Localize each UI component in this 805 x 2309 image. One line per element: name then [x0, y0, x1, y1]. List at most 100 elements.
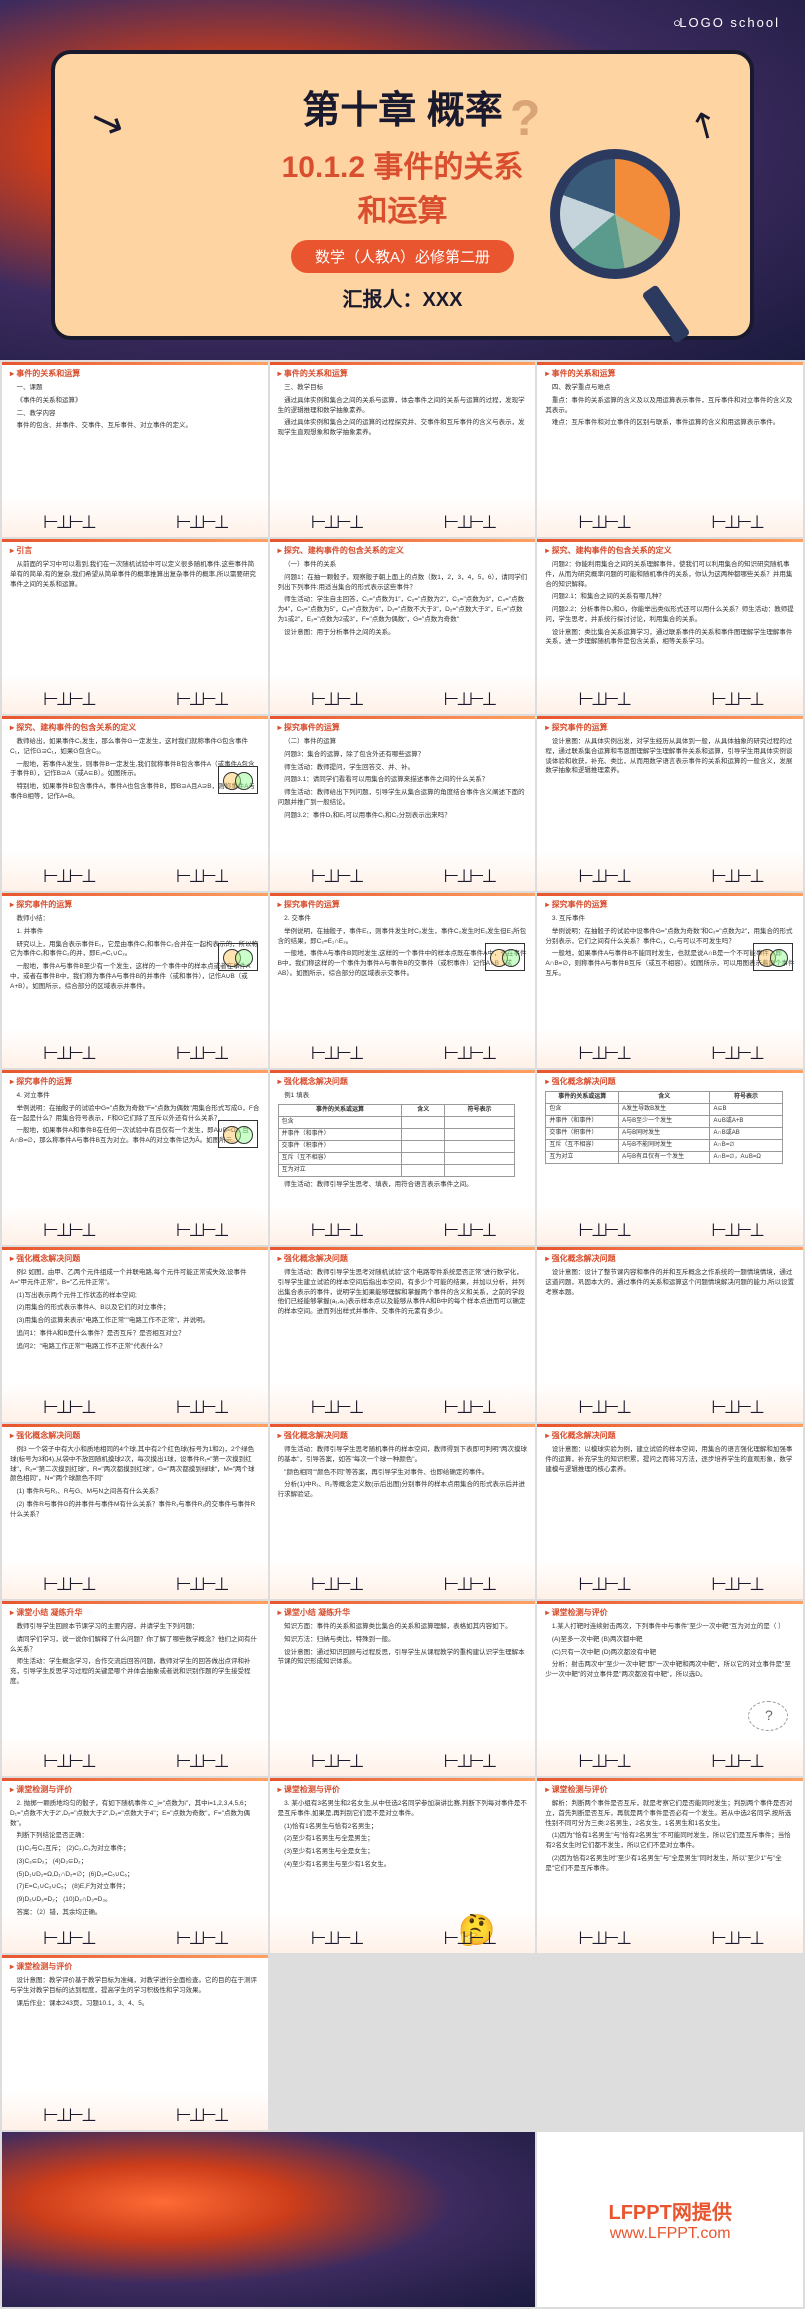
desk-decoration: ⊢⊥⊢⊥⊢⊥⊢⊥	[270, 1559, 536, 1599]
desk-decoration: ⊢⊥⊢⊥⊢⊥⊢⊥	[270, 1205, 536, 1245]
slide-title: 探究事件的运算	[278, 722, 528, 733]
desk-decoration: ⊢⊥⊢⊥⊢⊥⊢⊥	[2, 2090, 268, 2130]
slide-9: 探究事件的运算设计意图：从具体实例出发，对学生经历从具体到一般，从具体抽象的研究…	[537, 716, 803, 891]
slide-title: 探究、建构事件的包含关系的定义	[10, 722, 260, 733]
desk-decoration: ⊢⊥⊢⊥⊢⊥⊢⊥	[2, 851, 268, 891]
desk-decoration: ⊢⊥⊢⊥⊢⊥⊢⊥	[2, 1736, 268, 1776]
slide-23: 课堂小结 凝练升华知识方面：事件的关系和运算类比集合的关系和运算理解，表格如其内…	[270, 1601, 536, 1776]
slide-body: 例2 如图，由甲、乙两个元件组成一个并联电路,每个元件可能正常或失效,设事件A=…	[10, 1268, 260, 1351]
slide-body: 从前面的学习中可以看到,我们在一次随机试验中可以定义很多随机事件,这些事件简单有…	[10, 560, 260, 589]
slide-13: 探究事件的运算4. 对立事件举例说明：在抽骰子的试验中G="点数为奇数"F="点…	[2, 1070, 268, 1245]
slide-body: 1.某人打靶时连续射击两次，下列事件中与事件"至少一次中靶"互为对立的是（ ）(…	[545, 1622, 795, 1680]
slide-title: 探究事件的运算	[278, 899, 528, 910]
magnifier-icon	[550, 149, 700, 299]
desk-decoration: ⊢⊥⊢⊥⊢⊥⊢⊥	[537, 851, 803, 891]
desk-decoration: ⊢⊥⊢⊥⊢⊥⊢⊥	[2, 497, 268, 537]
venn-diagram-icon	[218, 943, 258, 971]
slide-body: 师生活动：教师引导学生思考对随机试验"这个电路零件系统是否正常"进行数学化，引导…	[278, 1268, 528, 1317]
closing-slide	[2, 2132, 535, 2307]
slide-title: 课堂检测与评价	[10, 1784, 260, 1795]
hero-section: LOGO school ↘ ? ↗ 第十章 概率 10.1.2 事件的关系 和运…	[0, 0, 805, 360]
slide-body: 三、教学目标通过具体实例和集合之间的关系与运算，体会事件之间的关系与运算的过程，…	[278, 383, 528, 438]
chapter-title: 第十章 概率	[85, 79, 721, 134]
slide-27: 课堂检测与评价解析：判断两个事件是否互斥，就是考察它们是否能同时发生；判别两个事…	[537, 1778, 803, 1953]
slide-body: 师生活动：教师引导学生思考随机事件的样本空间，教师得到下表即可判明"两次摸球的基…	[278, 1445, 528, 1500]
slide-body: 例1 填表事件的关系或运算含义符号表示包含并事件（和事件）交事件（积事件）互斥（…	[278, 1091, 528, 1190]
slide-24: 课堂检测与评价 1.某人打靶时连续射击两次，下列事件中与事件"至少一次中靶"互为对…	[537, 1601, 803, 1776]
slide-body: 解析：判断两个事件是否互斥，就是考察它们是否能同时发生；判别两个事件是否对立，首…	[545, 1799, 795, 1873]
slide-6: 探究、建构事件的包含关系的定义问题2：你能利用集合之间的关系理解事件，使我们可以…	[537, 539, 803, 714]
desk-decoration: ⊢⊥⊢⊥⊢⊥⊢⊥	[270, 1028, 536, 1068]
desk-decoration: ⊢⊥⊢⊥⊢⊥⊢⊥	[270, 851, 536, 891]
logo: LOGO school	[673, 15, 780, 30]
venn-diagram-icon	[485, 943, 525, 971]
footer-slide: LFPPT网提供www.LFPPT.com	[537, 2132, 803, 2307]
slide-title: 课堂检测与评价	[545, 1607, 795, 1618]
slide-20: 强化概念解决问题师生活动：教师引导学生思考随机事件的样本空间，教师得到下表即可判…	[270, 1424, 536, 1599]
slide-body: 3. 某小组有3名男生和2名女生,从中任选2名同学参加演讲比赛,判断下列每对事件…	[278, 1799, 528, 1870]
slide-title: 探究、建构事件的包含关系的定义	[545, 545, 795, 556]
desk-decoration: ⊢⊥⊢⊥⊢⊥⊢⊥	[537, 1382, 803, 1422]
slide-1: 事件的关系和运算一、课题《事件的关系和运算》二、教学内容事件的包含、并事件、交事…	[2, 362, 268, 537]
slide-body: 设计意图：以模球实验为例，建立试验的样本空间，用集合的语言强化理解和加强事件的运…	[545, 1445, 795, 1474]
slide-2: 事件的关系和运算三、教学目标通过具体实例和集合之间的关系与运算，体会事件之间的关…	[270, 362, 536, 537]
desk-decoration: ⊢⊥⊢⊥⊢⊥⊢⊥	[2, 1559, 268, 1599]
slide-body: 问题2：你能利用集合之间的关系理解事件，使我们可以利用集合的知识研究随机事件，从…	[545, 560, 795, 647]
desk-decoration: ⊢⊥⊢⊥⊢⊥⊢⊥	[270, 1913, 536, 1953]
desk-decoration: ⊢⊥⊢⊥⊢⊥⊢⊥	[2, 1028, 268, 1068]
slide-14: 强化概念解决问题例1 填表事件的关系或运算含义符号表示包含并事件（和事件）交事件…	[270, 1070, 536, 1245]
slide-title: 事件的关系和运算	[278, 368, 528, 379]
slide-title: 强化概念解决问题	[10, 1253, 260, 1264]
slide-title: 强化概念解决问题	[278, 1253, 528, 1264]
slide-8: 探究事件的运算（二）事件的运算问题3：集合的运算，除了包含外还有哪些运算？师生活…	[270, 716, 536, 891]
slide-26: 课堂检测与评价🤔3. 某小组有3名男生和2名女生,从中任选2名同学参加演讲比赛,…	[270, 1778, 536, 1953]
desk-decoration: ⊢⊥⊢⊥⊢⊥⊢⊥	[270, 497, 536, 537]
venn-diagram-icon	[218, 766, 258, 794]
slide-28: 课堂检测与评价设计意图：教学评价基于教学目标为准绳，对教学进行全面检查。它的目的…	[2, 1955, 268, 2130]
slide-title: 强化概念解决问题	[278, 1076, 528, 1087]
desk-decoration: ⊢⊥⊢⊥⊢⊥⊢⊥	[537, 497, 803, 537]
slide-title: 课堂检测与评价	[278, 1784, 528, 1795]
desk-decoration: ⊢⊥⊢⊥⊢⊥⊢⊥	[270, 1736, 536, 1776]
question-icon: ?	[510, 89, 541, 147]
slide-title: 强化概念解决问题	[278, 1430, 528, 1441]
slide-25: 课堂检测与评价2. 抛掷一颗质地均匀的骰子，有如下随机事件:C_i="点数为i"…	[2, 1778, 268, 1953]
slide-15: 强化概念解决问题事件的关系或运算含义符号表示包含A发生导致B发生A⊆B并事件（和…	[537, 1070, 803, 1245]
slide-10: 探究事件的运算教师小结：1. 并事件研究以上，用集合表示事件E₁，它是由事件C₁…	[2, 893, 268, 1068]
slide-5: 探究、建构事件的包含关系的定义（一）事件的关系问题1：在抽一颗骰子，观察骰子朝上…	[270, 539, 536, 714]
slide-title: 探究事件的运算	[545, 722, 795, 733]
slide-17: 强化概念解决问题师生活动：教师引导学生思考对随机试验"这个电路零件系统是否正常"…	[270, 1247, 536, 1422]
slide-title: 强化概念解决问题	[10, 1430, 260, 1441]
slide-7: 探究、建构事件的包含关系的定义教师给出，如果事件C₁发生，那么事件G一定发生，这…	[2, 716, 268, 891]
slide-body: 事件的关系或运算含义符号表示包含A发生导致B发生A⊆B并事件（和事件）A与B至少…	[545, 1091, 795, 1164]
slide-18: 强化概念解决问题设计意图：设计了整节课内容和事件的并和互斥概念之作系统的一题情境…	[537, 1247, 803, 1422]
slide-body: 知识方面：事件的关系和运算类比集合的关系和运算理解，表格如其内容如下。知识方法：…	[278, 1622, 528, 1667]
title-card: ↘ ? ↗ 第十章 概率 10.1.2 事件的关系 和运算 数学（人教A）必修第…	[51, 50, 755, 340]
slide-body: 一、课题《事件的关系和运算》二、教学内容事件的包含、并事件、交事件、互斥事件、对…	[10, 383, 260, 431]
slide-title: 强化概念解决问题	[545, 1430, 795, 1441]
slide-body: 设计意图：教学评价基于教学目标为准绳，对教学进行全面检查。它的目的在于测评与学生…	[10, 1976, 260, 2008]
slide-title: 课堂检测与评价	[10, 1961, 260, 1972]
desk-decoration: ⊢⊥⊢⊥⊢⊥⊢⊥	[270, 1382, 536, 1422]
slide-21: 强化概念解决问题设计意图：以模球实验为例，建立试验的样本空间，用集合的语言强化理…	[537, 1424, 803, 1599]
desk-decoration: ⊢⊥⊢⊥⊢⊥⊢⊥	[2, 1382, 268, 1422]
desk-decoration: ⊢⊥⊢⊥⊢⊥⊢⊥	[537, 1559, 803, 1599]
slide-title: 课堂小结 凝练升华	[10, 1607, 260, 1618]
venn-diagram-icon	[753, 943, 793, 971]
content-table: 事件的关系或运算含义符号表示包含并事件（和事件）交事件（积事件）互斥（互不相容）…	[278, 1104, 515, 1177]
desk-decoration: ⊢⊥⊢⊥⊢⊥⊢⊥	[537, 1736, 803, 1776]
slide-title: 探究事件的运算	[10, 899, 260, 910]
slide-12: 探究事件的运算3. 互斥事件举例说明：在抽骰子的试验中设事件G="点数为奇数"和…	[537, 893, 803, 1068]
slide-body: 设计意图：从具体实例出发，对学生经历从具体到一般，从具体抽象的研究过程的过程，通…	[545, 737, 795, 776]
slide-body: （一）事件的关系问题1：在抽一颗骰子，观察骰子朝上面上的点数（数1，2，3，4，…	[278, 560, 528, 637]
slide-title: 课堂小结 凝练升华	[278, 1607, 528, 1618]
desk-decoration: ⊢⊥⊢⊥⊢⊥⊢⊥	[537, 1028, 803, 1068]
slide-title: 课堂检测与评价	[545, 1784, 795, 1795]
slide-body: 设计意图：设计了整节课内容和事件的并和互斥概念之作系统的一题情境情境，通过这道问…	[545, 1268, 795, 1297]
slide-body: 四、教学重点与难点重点：事件的关系运算的含义及以及用运算表示事件，互斥事件和对立…	[545, 383, 795, 428]
slide-title: 事件的关系和运算	[545, 368, 795, 379]
desk-decoration: ⊢⊥⊢⊥⊢⊥⊢⊥	[537, 1913, 803, 1953]
slide-11: 探究事件的运算2. 交事件举例说明，在抽骰子，事件E₁，则事件发生时C₂发生，事…	[270, 893, 536, 1068]
slide-title: 引言	[10, 545, 260, 556]
slide-title: 强化概念解决问题	[545, 1076, 795, 1087]
